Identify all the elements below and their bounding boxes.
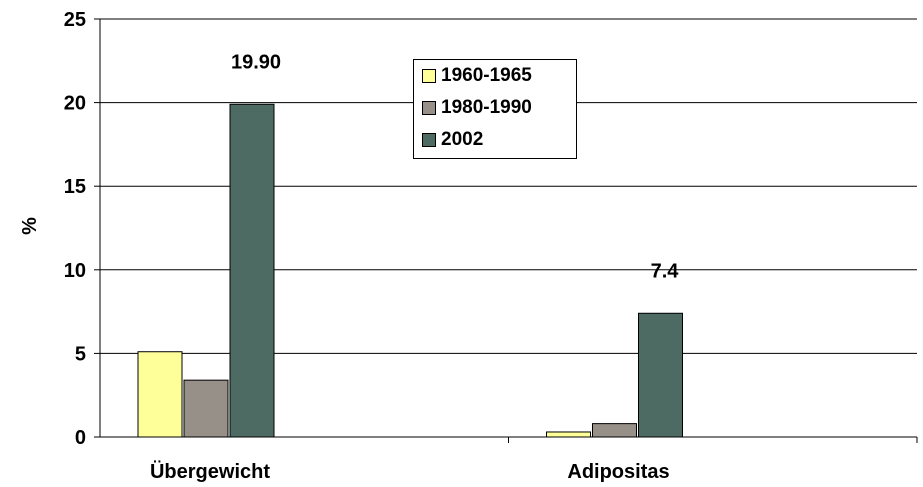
y-tick-label: 20: [64, 93, 86, 115]
data-labels: 19.90 7.4: [231, 51, 679, 282]
bar-2002-Übergewicht: [229, 103, 275, 438]
y-axis-label: %: [19, 217, 41, 235]
legend-label-1960-1965: 1960-1965: [441, 65, 532, 86]
x-tick-label: Adipositas: [567, 461, 669, 483]
legend-swatch-1980-1990: [422, 101, 436, 115]
y-tick-label: 10: [64, 260, 86, 282]
y-tick-label: 25: [64, 9, 86, 31]
legend: 1960-1965 1980-1990 2002: [413, 59, 577, 159]
legend-swatch-1960-1965: [422, 69, 436, 83]
data-label: 7.4: [651, 260, 680, 282]
x-tick-label: Übergewicht: [150, 460, 270, 483]
legend-label-2002: 2002: [441, 129, 484, 150]
legend-label-1980-1990: 1980-1990: [441, 97, 532, 118]
bar-1960-1965-Übergewicht: [137, 351, 183, 438]
legend-item-2002: 2002: [422, 129, 483, 151]
y-tick-label: 15: [64, 176, 86, 198]
bar-1980-1990-Adipositas: [592, 423, 637, 438]
bar-1960-1965-Adipositas: [546, 431, 591, 438]
bars: [137, 103, 683, 438]
legend-item-1960-1965: 1960-1965: [422, 65, 532, 87]
data-label: 19.90: [231, 51, 281, 73]
axes: [99, 19, 918, 443]
legend-swatch-2002: [422, 133, 436, 147]
legend-item-1980-1990: 1980-1990: [422, 97, 532, 119]
bar-2002-Adipositas: [638, 312, 683, 438]
bar-1980-1990-Übergewicht: [183, 379, 229, 438]
y-tick-label: 0: [75, 427, 86, 449]
y-tick-labels: 0 5 10 15 20 25: [64, 9, 86, 449]
x-tick-labels: Übergewicht Adipositas: [150, 460, 670, 483]
y-tick-label: 5: [75, 343, 86, 365]
